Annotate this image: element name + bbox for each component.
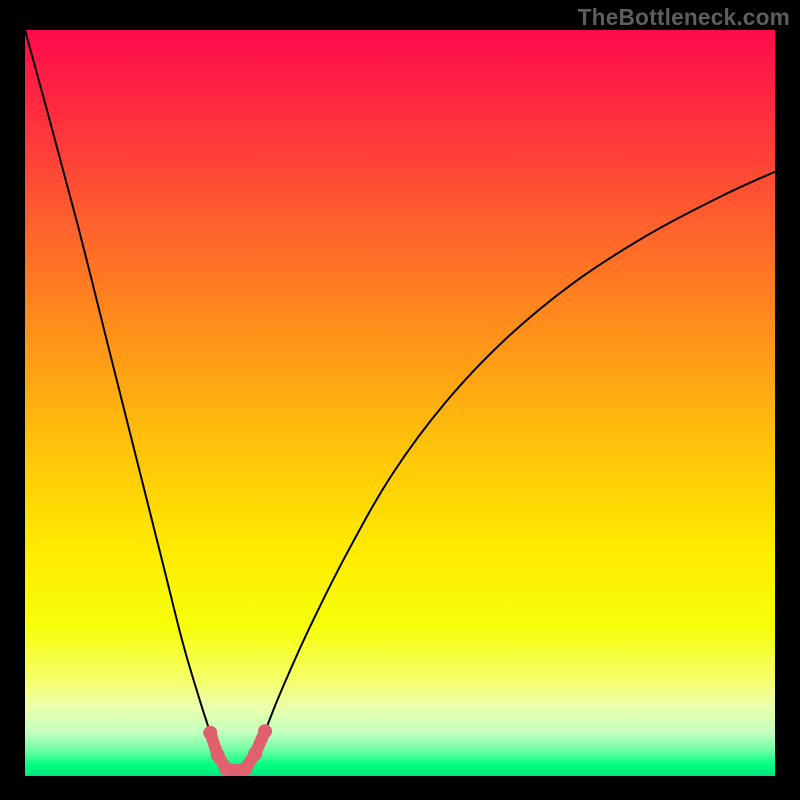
- watermark-text: TheBottleneck.com: [578, 4, 790, 31]
- highlight-marker: [203, 726, 217, 740]
- chart-svg-overlay: [25, 30, 775, 776]
- highlight-marker: [248, 747, 262, 761]
- highlight-marker: [211, 748, 225, 762]
- highlight-segment: [203, 724, 272, 776]
- plot-area: [25, 30, 775, 776]
- bottleneck-curve-right: [249, 172, 776, 767]
- chart-canvas: TheBottleneck.com: [0, 0, 800, 800]
- highlight-marker: [258, 724, 272, 738]
- highlight-marker: [239, 762, 253, 776]
- bottleneck-curve-left: [25, 30, 223, 766]
